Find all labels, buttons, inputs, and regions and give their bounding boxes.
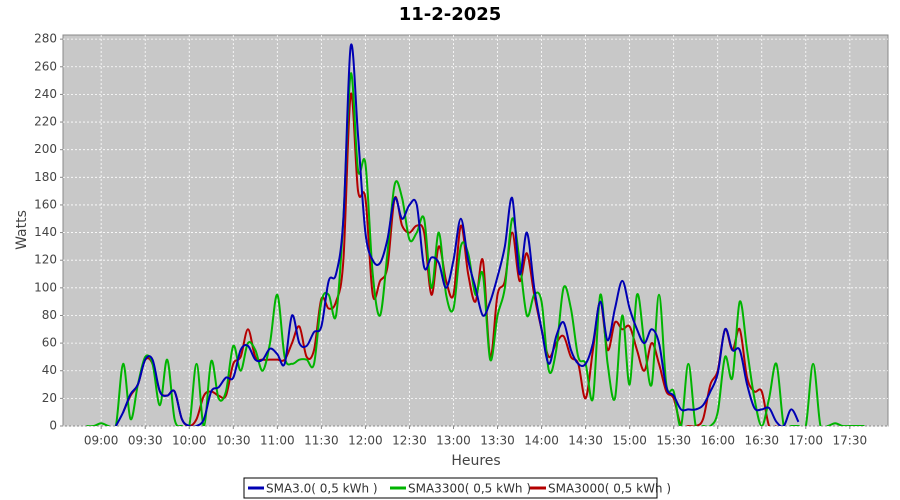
legend-label: SMA3000( 0,5 kWh ) (548, 482, 671, 496)
series-line (114, 43, 800, 426)
x-tick-label: 13:00 (436, 434, 471, 448)
x-tick-label: 11:00 (260, 434, 295, 448)
y-tick-label: 80 (42, 308, 57, 322)
plot-area (62, 34, 889, 427)
y-tick-label: 260 (34, 59, 57, 73)
y-tick-label: 280 (34, 32, 57, 46)
y-tick-label: 140 (34, 225, 57, 239)
x-tick-label: 14:30 (568, 434, 603, 448)
x-tick-label: 11:30 (304, 434, 339, 448)
series-line (122, 92, 777, 426)
chart-title: 11-2-2025 (399, 4, 502, 25)
y-tick-label: 180 (34, 170, 57, 184)
y-tick-label: 40 (42, 363, 57, 377)
x-tick-label: 12:00 (348, 434, 383, 448)
y-tick-label: 100 (34, 280, 57, 294)
x-tick-label: 14:00 (524, 434, 559, 448)
series-line (86, 72, 865, 426)
x-tick-label: 17:30 (833, 434, 868, 448)
x-tick-label: 10:00 (172, 434, 207, 448)
y-tick-label: 20 (42, 391, 57, 405)
x-tick-label: 09:00 (84, 434, 119, 448)
y-tick-label: 60 (42, 336, 57, 350)
y-tick-label: 240 (34, 87, 57, 101)
x-tick-label: 12:30 (392, 434, 427, 448)
x-tick-label: 15:00 (612, 434, 647, 448)
x-tick-label: 16:30 (744, 434, 779, 448)
legend-label: SMA3.0( 0,5 kWh ) (266, 482, 378, 496)
x-tick-label: 15:30 (656, 434, 691, 448)
legend-label: SMA3300( 0,5 kWh ) (408, 482, 531, 496)
y-tick-label: 120 (34, 253, 57, 267)
x-axis-label: Heures (451, 453, 500, 469)
y-tick-label: 200 (34, 142, 57, 156)
y-axis-label: Watts (14, 210, 30, 250)
x-tick-label: 16:00 (700, 434, 735, 448)
x-tick-label: 10:30 (216, 434, 251, 448)
x-tick-label: 13:30 (480, 434, 515, 448)
legend (243, 477, 658, 499)
lines (86, 43, 865, 426)
x-tick-label: 09:30 (128, 434, 163, 448)
x-tick-label: 17:00 (788, 434, 823, 448)
y-tick-label: 0 (49, 419, 57, 433)
y-tick-label: 220 (34, 115, 57, 129)
y-tick-label: 160 (34, 197, 57, 211)
